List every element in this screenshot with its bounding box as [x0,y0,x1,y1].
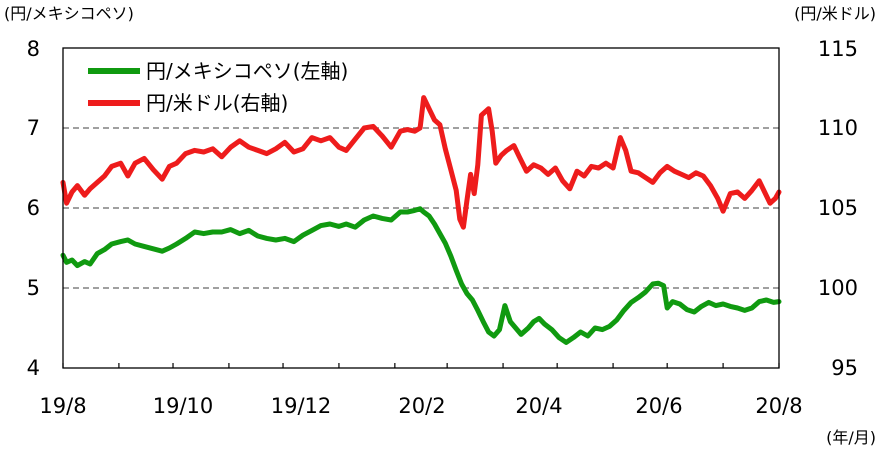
legend: 円/メキシコペソ(左軸) 円/米ドル(右軸) [88,59,348,115]
y-right-tick-95: 95 [831,356,858,380]
plot-frame [62,47,780,369]
y-right-tick-labels: 95 100 105 110 115 [818,37,858,380]
y-left-tick-5: 5 [27,276,40,300]
legend-label-mxn: 円/メキシコペソ(左軸) [146,59,348,83]
y-left-tick-4: 4 [27,356,40,380]
x-tick-labels: 19/8 19/10 19/12 20/2 20/4 20/6 20/8 [39,394,802,418]
y-right-tick-105: 105 [818,196,858,220]
y-left-tick-6: 6 [27,196,40,220]
x-tick-19-8: 19/8 [39,394,86,418]
x-tick-20-4: 20/4 [515,394,562,418]
x-tick-20-6: 20/6 [635,394,682,418]
y-left-tick-7: 7 [27,116,40,140]
unit-right: (円/米ドル) [794,4,876,23]
x-tick-20-8: 20/8 [755,394,802,418]
unit-left: (円/メキシコペソ) [4,4,134,23]
x-tick-19-10: 19/10 [153,394,214,418]
x-axis-tick-marks [62,363,780,368]
y-left-tick-labels: 4 5 6 7 8 [27,37,40,380]
series-lines [60,95,782,345]
y-right-tick-100: 100 [818,276,858,300]
x-tick-19-12: 19/12 [271,394,332,418]
y-right-tick-110: 110 [818,116,858,140]
x-tick-20-2: 20/2 [398,394,445,418]
y-left-tick-8: 8 [27,37,40,61]
legend-label-usd: 円/米ドル(右軸) [146,91,288,115]
series-line-mxn [60,206,782,345]
y-right-tick-115: 115 [818,37,858,61]
unit-x: (年/月) [826,428,876,447]
series-line-usd [60,95,782,230]
